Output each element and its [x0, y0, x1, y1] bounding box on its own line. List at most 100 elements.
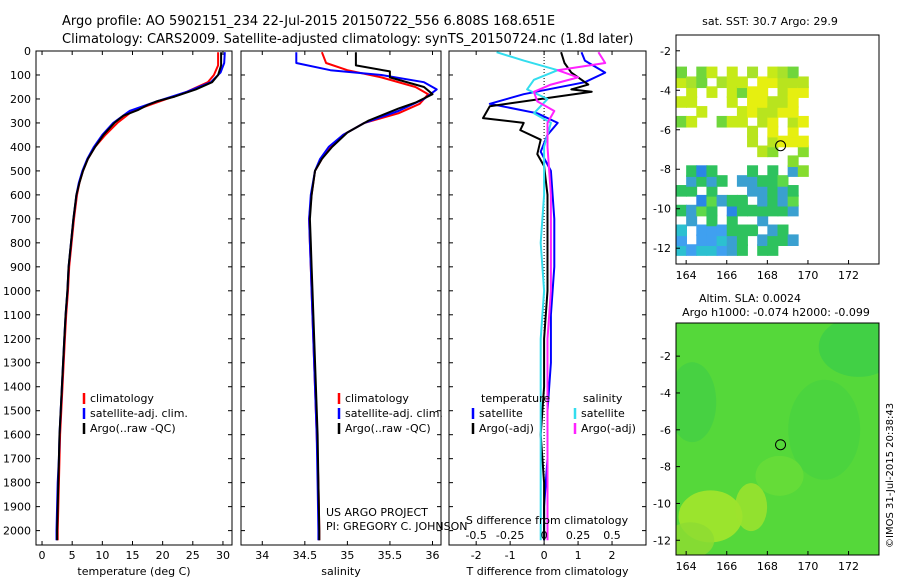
- sst-pixel: [747, 106, 759, 118]
- temperature-legend-label: Argo(..raw -QC): [90, 422, 176, 435]
- difference-series-line: [496, 51, 559, 541]
- sst_map-frame: [675, 34, 880, 265]
- sla_map-ytick-label: -10: [653, 497, 671, 510]
- sst_map-ytick-label: -8: [660, 163, 671, 176]
- sst-pixel: [736, 106, 748, 118]
- sst-pixel: [757, 214, 769, 227]
- difference-xtick-label: -2: [471, 549, 482, 562]
- sst-pixel: [686, 115, 698, 128]
- sst-map-panel: sat. SST: 30.7 Argo: 29.9 164 166 168 170 172…: [653, 15, 880, 282]
- temperature-xtick-label: 20: [156, 549, 170, 562]
- sst-pixel: [686, 244, 698, 256]
- depth-tick-label: 800: [10, 237, 31, 250]
- difference-legend-title-left: temperature: [481, 392, 550, 405]
- sst-pixel: [767, 165, 779, 177]
- sst_map-xtick-label: 164: [676, 269, 697, 282]
- sst-pixel: [747, 185, 759, 197]
- sst-pixel: [777, 185, 789, 197]
- depth-tick-label: 2000: [3, 525, 31, 538]
- timestamp: ©IMOS 31-Jul-2015 20:38:43: [885, 403, 896, 548]
- sst-pixel: [777, 106, 789, 118]
- sst-pixel: [797, 76, 809, 89]
- sst-pixel: [696, 76, 708, 89]
- depth-tick-label: 500: [10, 165, 31, 178]
- sst_map-ytick-label: -2: [660, 45, 671, 58]
- sst-pixel: [706, 244, 718, 256]
- sst-pixel: [787, 96, 799, 108]
- difference-s-legend-label: satellite: [581, 407, 625, 420]
- sst-pixel: [726, 224, 738, 237]
- temperature-xtick-label: 0: [39, 549, 46, 562]
- sst-pixel: [706, 66, 718, 79]
- sst-pixel: [706, 194, 718, 207]
- sst-pixel: [726, 86, 738, 98]
- sla_map-xtick-label: 168: [757, 560, 778, 573]
- difference-xtick-label: 1: [575, 549, 582, 562]
- sst-pixel: [736, 115, 748, 128]
- sla_map-ytick-label: -8: [660, 461, 671, 474]
- sst-pixel: [736, 86, 748, 98]
- difference-s-legend-label: Argo(-adj): [581, 422, 636, 435]
- sst-pixel: [757, 185, 769, 197]
- sst-pixel: [787, 86, 799, 98]
- header-line1: Argo profile: AO 5902151_234 22-Jul-2015…: [62, 14, 555, 29]
- sst-pixel: [736, 76, 748, 89]
- sla-field-patch: [818, 323, 879, 377]
- sst-pixel: [757, 244, 769, 256]
- sst-pixel: [777, 175, 789, 187]
- sst-pixel: [757, 204, 769, 217]
- sst_map-xtick-label: 166: [716, 269, 737, 282]
- sla_map-field: [676, 323, 879, 555]
- sst-pixel: [696, 194, 708, 207]
- sst-pixel: [767, 115, 779, 128]
- sst-pixel: [706, 214, 718, 227]
- sst_map-ytick-label: -6: [660, 124, 671, 137]
- difference-legend-title-right: salinity: [583, 392, 623, 405]
- sst-pixel: [716, 76, 728, 89]
- temperature-xtick-label: 5: [69, 549, 76, 562]
- sst-pixel: [797, 165, 809, 177]
- difference-xtick-label: -1: [505, 549, 516, 562]
- sst-pixel: [696, 234, 708, 246]
- salinity-legend-label: satellite-adj. clim.: [345, 407, 443, 420]
- temperature-legend-label: climatology: [90, 392, 154, 405]
- sst-pixel: [787, 135, 799, 148]
- depth-tick-label: 0: [24, 45, 31, 58]
- sla-field-patch: [676, 522, 715, 555]
- sst-pixel: [777, 224, 789, 237]
- sla-field-patch: [676, 362, 717, 443]
- sst-pixel: [767, 204, 779, 217]
- sst-pixel: [736, 194, 748, 207]
- sst-pixel: [747, 224, 759, 237]
- sla-title: Altim. SLA: 0.0024: [699, 292, 801, 305]
- salinity-xtick-label: 36: [425, 549, 439, 562]
- depth-tick-label: 1700: [3, 453, 31, 466]
- sst-pixel: [676, 204, 687, 217]
- sst-pixel: [777, 234, 789, 246]
- sst-pixel: [716, 175, 728, 187]
- sst-pixel: [757, 86, 769, 98]
- depth-tick-label: 300: [10, 117, 31, 130]
- temperature-xtick-label: 30: [216, 549, 230, 562]
- project-line1: US ARGO PROJECT: [326, 506, 428, 519]
- sst-pixel: [767, 234, 779, 246]
- sst-pixel: [736, 204, 748, 217]
- salinity-xtick-label: 35.5: [378, 549, 403, 562]
- difference-s-tick-label: -0.25: [496, 529, 524, 542]
- sst-pixel: [747, 66, 759, 79]
- sst-pixel: [716, 194, 728, 207]
- temperature-xtick-label: 15: [125, 549, 139, 562]
- sst-pixel: [726, 194, 738, 207]
- temperature-series-line: [55, 52, 226, 541]
- salinity-legend-label: Argo(..raw -QC): [345, 422, 431, 435]
- sst-pixel: [767, 224, 779, 237]
- difference-panel: -2 -1 0 1 2 T difference from climatology -0.5…: [448, 50, 647, 578]
- depth-tick-label: 1000: [3, 285, 31, 298]
- depth-tick-label: 1800: [3, 477, 31, 490]
- sst-pixel: [767, 175, 779, 187]
- salinity-frame: [240, 50, 442, 546]
- sla-field-patch: [788, 379, 861, 480]
- sst-pixel: [676, 66, 687, 79]
- sst-pixel: [757, 145, 769, 158]
